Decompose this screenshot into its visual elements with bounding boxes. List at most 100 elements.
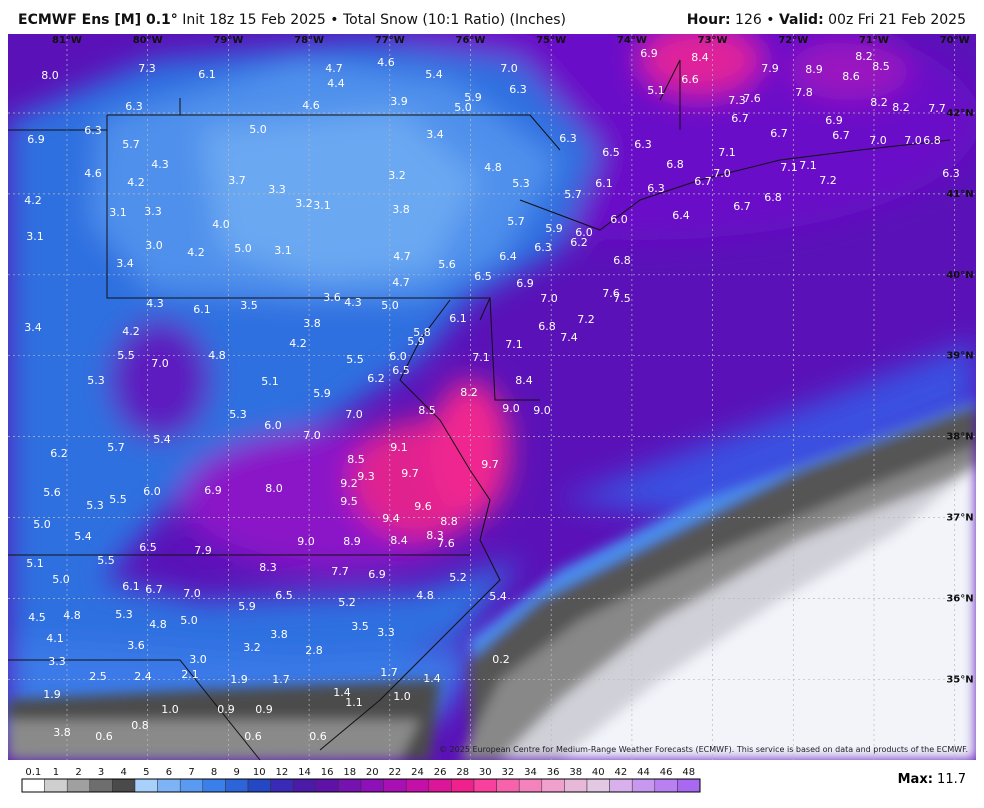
snow-amount: 6.7 bbox=[694, 175, 712, 188]
snow-amount: 3.0 bbox=[189, 653, 207, 666]
snow-amount: 0.8 bbox=[131, 719, 149, 732]
snow-amount: 7.1 bbox=[472, 351, 490, 364]
snow-amount: 5.5 bbox=[109, 493, 127, 506]
colorbar-swatch bbox=[134, 778, 158, 793]
snow-amount: 6.9 bbox=[27, 133, 45, 146]
snow-amount: 8.3 bbox=[259, 561, 277, 574]
snow-amount: 6.3 bbox=[942, 167, 960, 180]
snow-amount: 7.6 bbox=[437, 537, 455, 550]
snow-amount: 7.0 bbox=[345, 408, 363, 421]
snow-amount: 9.3 bbox=[357, 470, 375, 483]
snow-amount: 4.0 bbox=[212, 218, 230, 231]
snow-amount: 6.2 bbox=[50, 447, 68, 460]
snow-amount: 6.5 bbox=[602, 146, 620, 159]
snow-amount: 5.9 bbox=[464, 91, 482, 104]
snow-amount: 6.0 bbox=[143, 485, 161, 498]
snow-amount: 3.8 bbox=[270, 628, 288, 641]
colorbar-label: 3 bbox=[98, 767, 104, 778]
snow-amount: 0.6 bbox=[244, 730, 262, 743]
snow-amount: 1.9 bbox=[43, 688, 61, 701]
snow-amount: 4.7 bbox=[393, 250, 411, 263]
snow-amount: 3.9 bbox=[390, 95, 408, 108]
snow-amount: 1.1 bbox=[345, 696, 363, 709]
snow-amount: 4.8 bbox=[208, 349, 226, 362]
snow-amount: 3.1 bbox=[26, 230, 44, 243]
snow-amount: 5.0 bbox=[180, 614, 198, 627]
snow-amount: 1.4 bbox=[333, 686, 351, 699]
snow-amount: 5.3 bbox=[229, 408, 247, 421]
colorbar-swatch bbox=[609, 778, 633, 793]
snow-amount: 6.4 bbox=[672, 209, 690, 222]
colorbar-swatch bbox=[360, 778, 384, 793]
snow-amount: 4.2 bbox=[289, 337, 307, 350]
snow-amount: 7.9 bbox=[194, 544, 212, 557]
snow-amount: 1.9 bbox=[230, 673, 248, 686]
snow-amount: 6.9 bbox=[825, 114, 843, 127]
snow-amount: 7.1 bbox=[505, 338, 523, 351]
coordinate-labels: 81°W 80°W 79°W 78°W 77°W 76°W 75°W 74°W 73°W 72°W… bbox=[52, 35, 974, 685]
colorbar: 0.1 1 2 3 4 5 6 7 8 9 10 12 14 16 18 20 22 24 26 28 30 32 34 36… bbox=[21, 767, 701, 793]
snow-amount: 3.2 bbox=[243, 641, 261, 654]
snow-amount: 3.1 bbox=[313, 199, 331, 212]
snow-amount: 5.1 bbox=[647, 84, 665, 97]
colorbar-label: 7 bbox=[188, 767, 194, 778]
snow-amount: 3.7 bbox=[228, 174, 246, 187]
colorbar-swatch bbox=[428, 778, 452, 793]
snow-amount: 6.5 bbox=[275, 589, 293, 602]
snow-amount: 3.8 bbox=[392, 203, 410, 216]
snow-amount: 7.3 bbox=[138, 62, 156, 75]
snow-amount: 7.1 bbox=[780, 161, 798, 174]
colorbar-swatch bbox=[564, 778, 588, 793]
snow-amount: 8.2 bbox=[855, 50, 873, 63]
snow-amount: 8.6 bbox=[842, 70, 860, 83]
snow-amount: 3.3 bbox=[377, 626, 395, 639]
snow-amount: 5.6 bbox=[438, 258, 456, 271]
snow-amount: 6.3 bbox=[647, 182, 665, 195]
copyright: © 2025 European Centre for Medium-Range … bbox=[439, 745, 968, 754]
snow-amount: 4.8 bbox=[63, 609, 81, 622]
longitude-label: 80°W bbox=[133, 35, 163, 46]
colorbar-label: 12 bbox=[276, 767, 289, 778]
colorbar-swatch bbox=[270, 778, 294, 793]
borders bbox=[8, 59, 951, 761]
snow-amount: 8.9 bbox=[805, 63, 823, 76]
snow-amount: 4.3 bbox=[146, 297, 164, 310]
snow-amount: 3.1 bbox=[109, 206, 127, 219]
snow-amount: 4.3 bbox=[151, 158, 169, 171]
title-line: ECMWF Ens [M] 0.1° Init 18z 15 Feb 2025 … bbox=[18, 12, 566, 28]
snow-amount: 5.4 bbox=[489, 590, 507, 603]
latitude-label: 39°N bbox=[946, 351, 973, 362]
colorbar-swatch bbox=[541, 778, 565, 793]
valid-line: Hour: 126 • Valid: 00z Fri 21 Feb 2025 bbox=[687, 12, 966, 28]
snow-amount: 3.6 bbox=[127, 639, 145, 652]
snow-amount: 5.1 bbox=[261, 375, 279, 388]
snow-amount: 5.5 bbox=[117, 349, 135, 362]
snow-amount: 9.0 bbox=[533, 404, 551, 417]
snow-amount: 8.9 bbox=[343, 535, 361, 548]
snow-amount: 6.8 bbox=[764, 191, 782, 204]
snow-amount: 4.2 bbox=[187, 246, 205, 259]
snow-amount: 5.3 bbox=[86, 499, 104, 512]
snow-amount: 1.0 bbox=[393, 690, 411, 703]
snow-amount: 6.0 bbox=[575, 226, 593, 239]
snow-amount: 4.8 bbox=[416, 589, 434, 602]
snow-amount: 6.5 bbox=[139, 541, 157, 554]
subtitle: Init 18z 15 Feb 2025 • Total Snow (10:1 … bbox=[182, 12, 566, 28]
snow-amount: 0.6 bbox=[95, 730, 113, 743]
snow-amount: 4.8 bbox=[149, 618, 167, 631]
snow-amount: 6.7 bbox=[733, 200, 751, 213]
snow-amount: 5.7 bbox=[507, 215, 525, 228]
snow-amount: 3.4 bbox=[116, 257, 134, 270]
snow-amount: 7.0 bbox=[713, 167, 731, 180]
colorbar-swatch bbox=[496, 778, 520, 793]
snow-amount: 8.3 bbox=[426, 529, 444, 542]
colorbar-swatch bbox=[292, 778, 317, 793]
snow-amount: 5.5 bbox=[97, 554, 115, 567]
colorbar-label: 2 bbox=[75, 767, 81, 778]
snow-amount: 5.7 bbox=[107, 441, 125, 454]
snow-amount: 3.5 bbox=[240, 299, 258, 312]
snow-amount: 3.6 bbox=[323, 291, 341, 304]
snow-amount: 3.8 bbox=[53, 726, 71, 739]
snow-amount: 4.6 bbox=[377, 56, 395, 69]
